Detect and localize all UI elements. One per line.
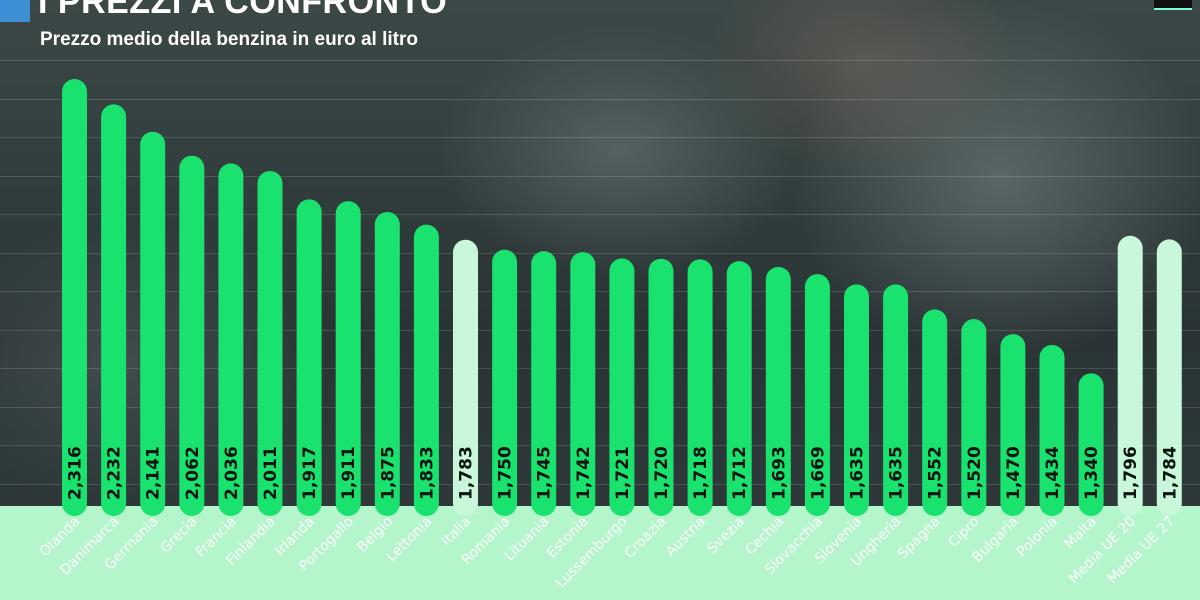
bar-cipro [961,319,987,516]
gridline [0,137,1200,138]
bar-media-ue-27 [1156,239,1182,516]
data-label: 1,911 [339,446,359,500]
chart-subtitle: Prezzo medio della benzina in euro al li… [40,29,418,50]
bar-lettonia [413,224,439,516]
gridline [0,291,1200,292]
bar-svezia [726,261,752,516]
data-label: 1,784 [1160,446,1180,500]
category-tick-label: Spagna [895,514,944,563]
data-label: 1,917 [300,446,320,500]
data-label: 1,833 [417,446,437,500]
category-tick-label: Croazia [622,514,670,562]
data-label: 2,062 [183,446,203,500]
data-label: 1,693 [769,446,789,500]
bar-francia [218,163,244,516]
data-label: 1,721 [613,446,633,500]
bar-bulgaria [1000,334,1026,516]
data-label: 1,635 [887,446,907,500]
category-axis-band [0,506,1200,600]
data-label: 2,232 [105,446,125,500]
bar-finlandia [257,170,283,516]
gridline [0,407,1200,408]
data-label: 1,783 [457,446,477,500]
bar-romania [492,249,518,516]
data-label: 1,718 [691,446,711,500]
bar-grecia [179,155,205,516]
bar-croazia [648,258,674,516]
brand-logo [1154,0,1192,10]
data-label: 1,552 [926,446,946,500]
category-tick-label: Polonia [1014,514,1061,561]
data-label: 2,316 [66,446,86,500]
data-label: 1,796 [1121,446,1141,500]
bar-danimarca [101,104,127,516]
data-label: 1,340 [1082,446,1102,500]
bar-slovenia [844,284,869,516]
gridline [0,253,1200,254]
bar-germania [140,131,166,516]
gridline [0,330,1200,331]
bar-media-ue-20 [1117,235,1143,516]
bar-portogallo [335,201,361,516]
bar-belgio [374,211,400,516]
data-label: 1,434 [1043,446,1063,500]
category-tick-label: Svezia [704,514,748,558]
gridline [0,484,1200,485]
data-label: 1,635 [848,446,868,500]
bar-malta [1078,373,1104,516]
data-label: 1,875 [378,446,398,500]
data-label: 1,720 [652,446,672,500]
data-label: 1,750 [496,446,516,500]
bar-italia [453,239,478,517]
chart-title: I PREZZI A CONFRONTO [38,0,448,21]
bar-cechia [765,266,791,516]
bar-slovacchia [804,274,830,516]
data-label: 1,742 [574,446,594,500]
corner-accent [0,0,30,22]
bar-irlanda [296,199,322,516]
bar-ungheria [883,284,909,516]
gridline [0,176,1200,177]
category-tick-label: Italia [439,514,475,550]
gridline [0,99,1200,100]
bar-lituania [531,251,557,517]
data-label: 2,011 [261,446,281,500]
gridline [0,445,1200,446]
bar-polonia [1039,344,1065,516]
category-tick-label: Cipro [945,514,982,551]
gridline [0,214,1200,215]
bar-estonia [570,252,596,517]
data-label: 1,520 [965,446,985,500]
data-label: 1,712 [730,446,750,500]
category-tick-label: Lussemburgo [553,514,631,592]
bar-spagna [922,309,948,516]
bar-olanda [62,79,87,516]
data-label: 1,745 [535,446,555,500]
data-label: 1,470 [1004,446,1024,500]
gridline [0,60,1200,61]
data-label: 1,669 [808,446,828,500]
data-label: 2,141 [144,446,164,500]
bar-lussemburgo [609,258,635,516]
gridline [0,368,1200,369]
data-label: 2,036 [222,446,242,500]
category-tick-label: Austria [663,514,709,560]
bar-austria [687,259,713,516]
